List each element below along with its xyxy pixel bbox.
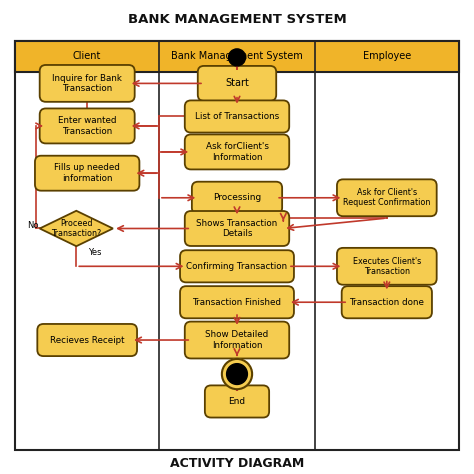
- Bar: [15, 41, 459, 72]
- Text: Show Detailed
Information: Show Detailed Information: [205, 330, 269, 350]
- FancyBboxPatch shape: [40, 65, 135, 102]
- Text: Ask forClient's
Information: Ask forClient's Information: [206, 142, 268, 162]
- Text: Confirming Transaction: Confirming Transaction: [186, 262, 288, 271]
- Text: Enter wanted
Transaction: Enter wanted Transaction: [58, 116, 117, 136]
- FancyBboxPatch shape: [185, 211, 289, 246]
- Text: Client: Client: [73, 51, 101, 61]
- Circle shape: [222, 359, 252, 389]
- Text: Employee: Employee: [363, 51, 411, 61]
- FancyBboxPatch shape: [37, 324, 137, 356]
- Circle shape: [227, 364, 247, 384]
- Text: Shows Transaction
Details: Shows Transaction Details: [196, 219, 278, 238]
- FancyBboxPatch shape: [180, 250, 294, 283]
- Bar: [15, 41, 459, 72]
- FancyBboxPatch shape: [40, 109, 135, 144]
- Text: Transaction done: Transaction done: [349, 298, 424, 307]
- FancyBboxPatch shape: [337, 248, 437, 285]
- Circle shape: [228, 49, 246, 66]
- FancyBboxPatch shape: [185, 135, 289, 169]
- Text: BANK MANAGEMENT SYSTEM: BANK MANAGEMENT SYSTEM: [128, 13, 346, 26]
- Text: Processing: Processing: [213, 193, 261, 202]
- FancyBboxPatch shape: [185, 100, 289, 133]
- FancyBboxPatch shape: [180, 286, 294, 318]
- FancyBboxPatch shape: [205, 385, 269, 418]
- FancyBboxPatch shape: [192, 182, 282, 214]
- Text: Yes: Yes: [89, 247, 102, 256]
- Text: List of Transactions: List of Transactions: [195, 112, 279, 121]
- Text: Proceed
Transaction?: Proceed Transaction?: [51, 219, 101, 238]
- Text: Transaction Finished: Transaction Finished: [192, 298, 282, 307]
- FancyBboxPatch shape: [185, 321, 289, 358]
- Polygon shape: [40, 211, 113, 246]
- Text: ACTIVITY DIAGRAM: ACTIVITY DIAGRAM: [170, 457, 304, 470]
- FancyBboxPatch shape: [198, 66, 276, 101]
- Text: Recieves Receipt: Recieves Receipt: [50, 336, 125, 345]
- FancyBboxPatch shape: [35, 156, 139, 191]
- Text: No: No: [27, 221, 38, 230]
- FancyBboxPatch shape: [342, 286, 432, 318]
- Text: Ask for Client's
Request Confirmation: Ask for Client's Request Confirmation: [343, 188, 430, 208]
- Text: Bank Management System: Bank Management System: [171, 51, 303, 61]
- Text: Executes Client's
Transaction: Executes Client's Transaction: [353, 256, 421, 276]
- Text: Fills up needed
information: Fills up needed information: [54, 164, 120, 183]
- Text: Inquire for Bank
Transaction: Inquire for Bank Transaction: [52, 73, 122, 93]
- Text: Start: Start: [225, 78, 249, 89]
- Text: End: End: [228, 397, 246, 406]
- FancyBboxPatch shape: [337, 179, 437, 216]
- Bar: [15, 41, 459, 450]
